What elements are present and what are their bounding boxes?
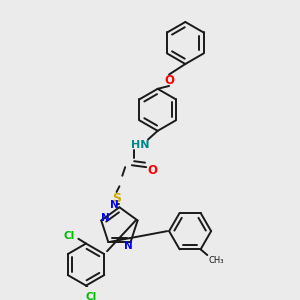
Text: S: S xyxy=(112,192,121,205)
Text: HN: HN xyxy=(131,140,150,150)
Text: CH₃: CH₃ xyxy=(208,256,224,265)
Text: O: O xyxy=(164,74,174,87)
Text: Cl: Cl xyxy=(63,231,74,241)
Text: N: N xyxy=(110,200,119,210)
Text: N: N xyxy=(124,241,133,250)
Text: N: N xyxy=(101,213,110,223)
Text: Cl: Cl xyxy=(85,292,96,300)
Text: O: O xyxy=(147,164,157,176)
